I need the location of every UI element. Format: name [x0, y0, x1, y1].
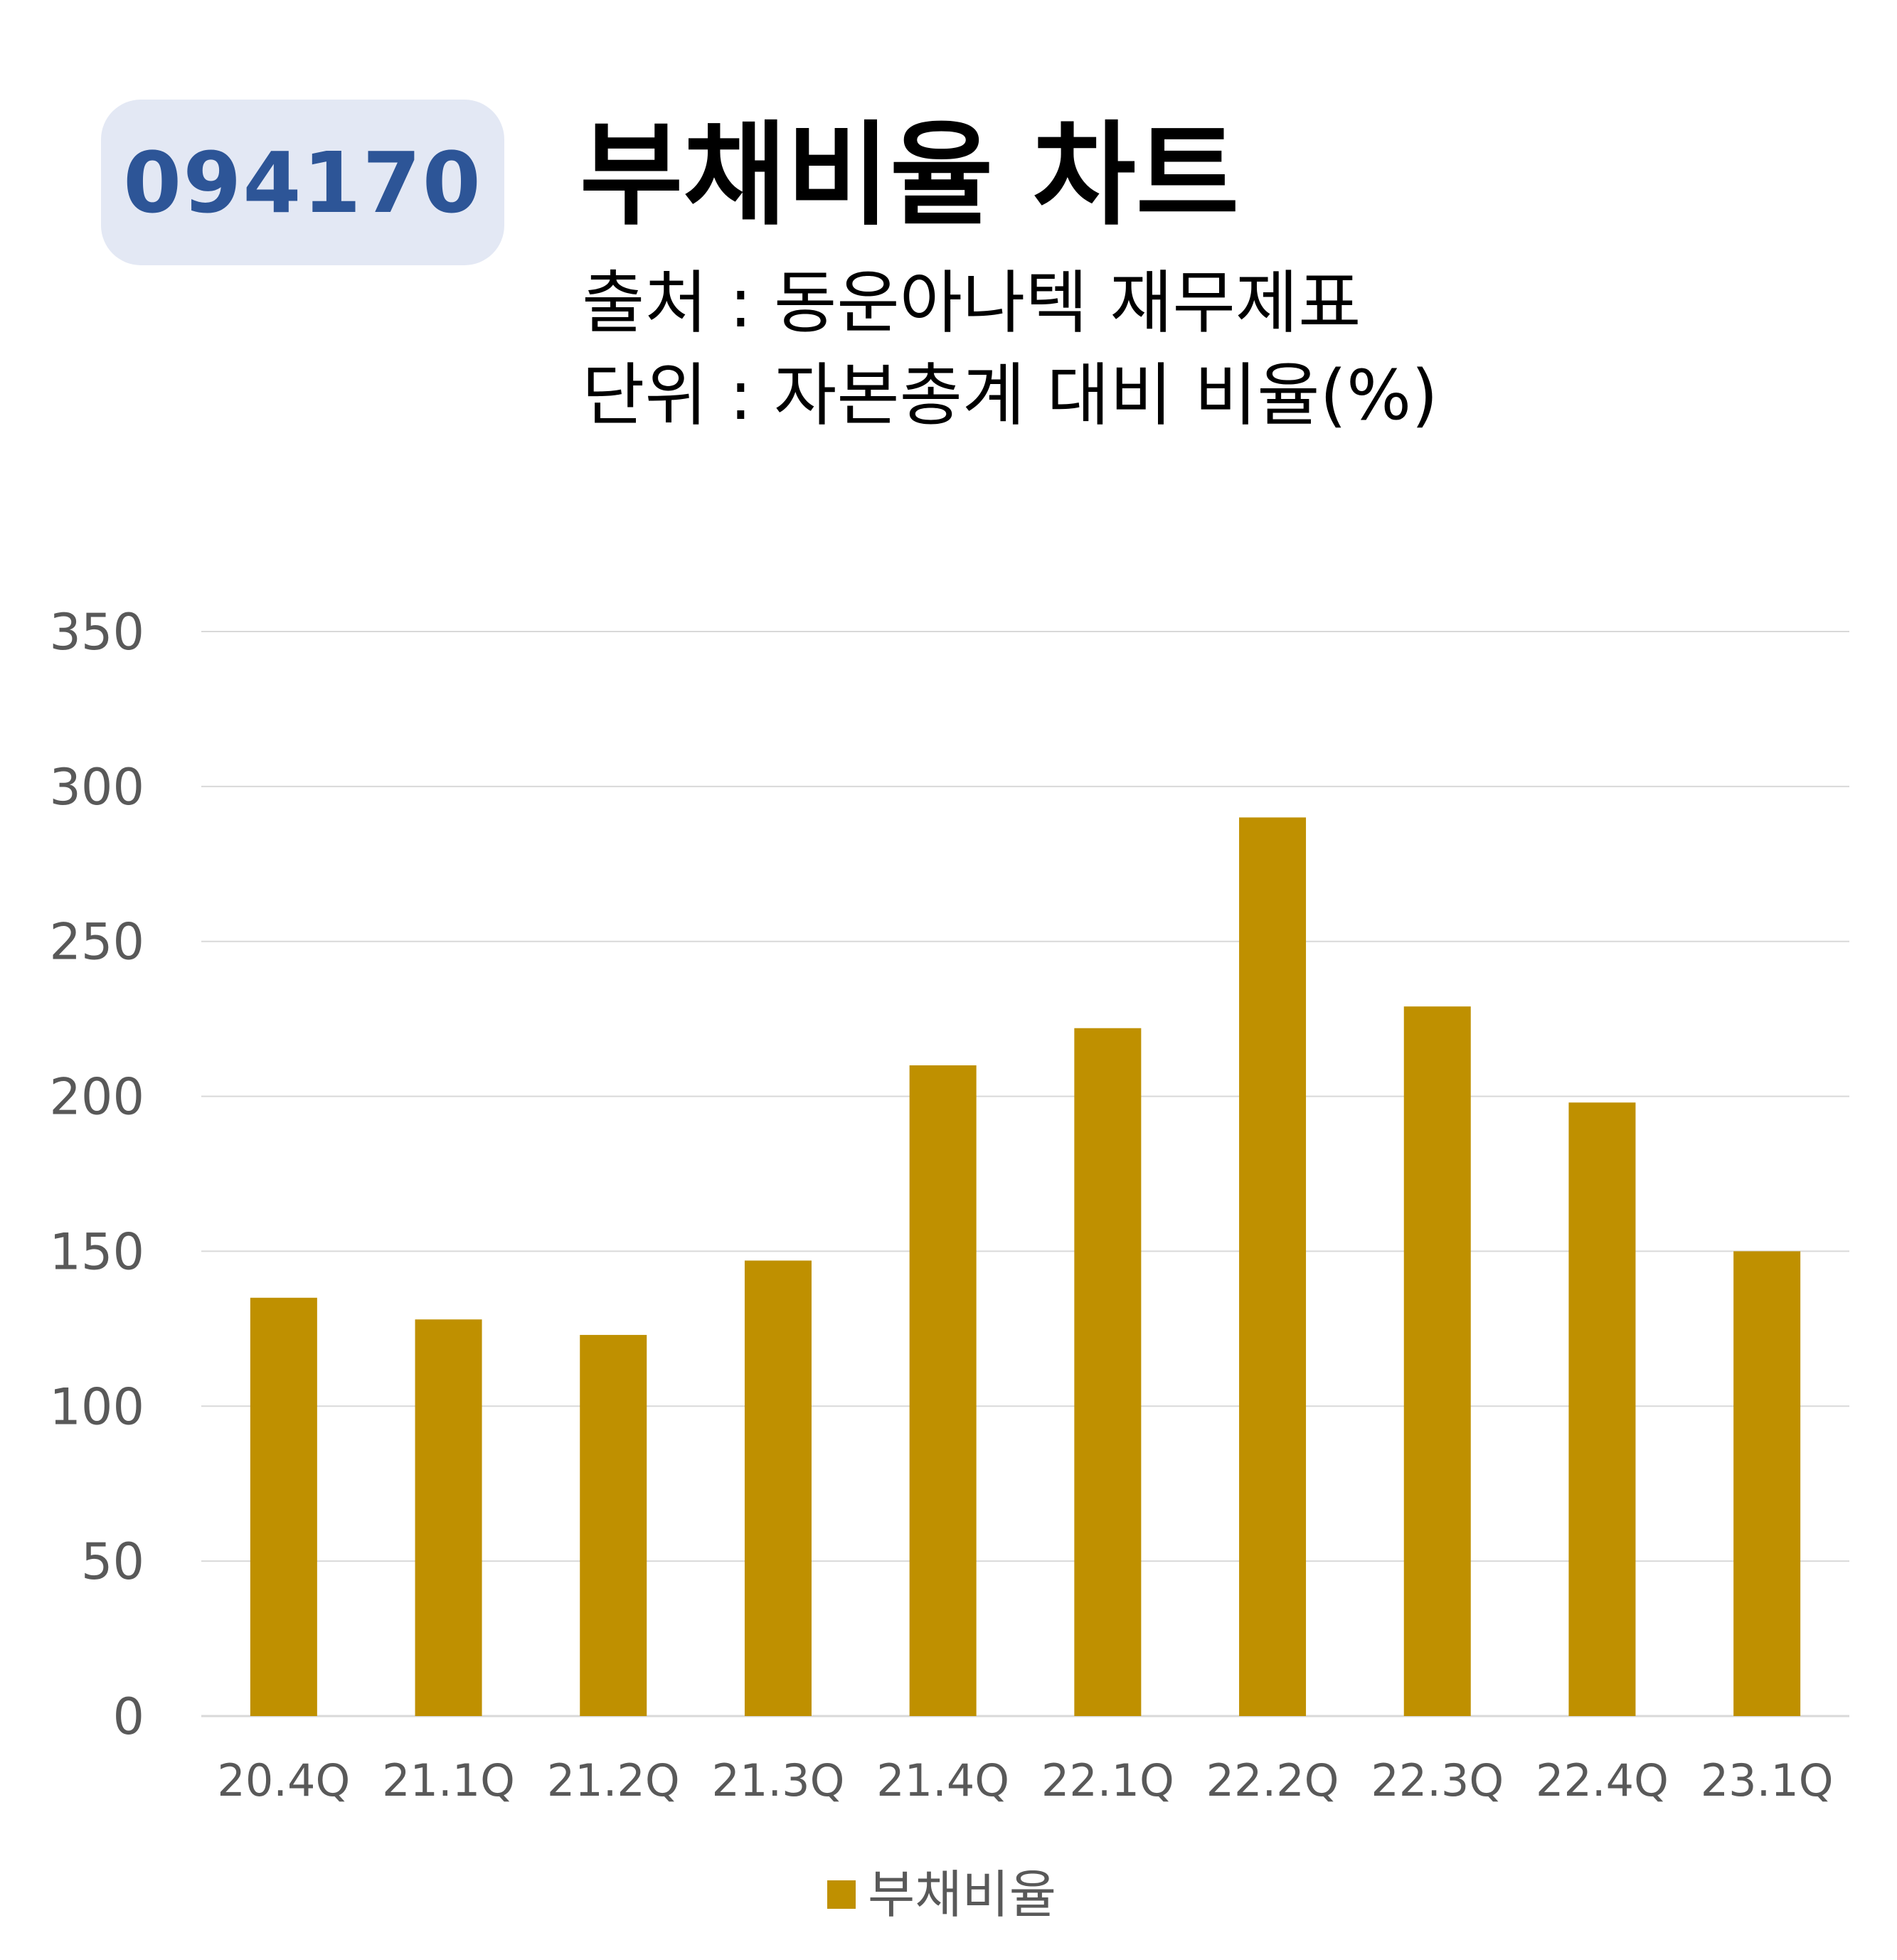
bar-21.1Q	[415, 1319, 482, 1716]
bar-21.2Q	[580, 1335, 647, 1716]
y-axis-ticks: 0 50 100 150 200 250 300 350	[49, 603, 144, 1746]
x-tick-label: 22.3Q	[1371, 1754, 1504, 1806]
x-tick-label: 23.1Q	[1701, 1754, 1834, 1806]
y-tick-label: 100	[49, 1378, 144, 1436]
stock-code-badge: 094170	[101, 100, 504, 265]
y-tick-label: 200	[49, 1068, 144, 1127]
y-tick-label: 250	[49, 913, 144, 971]
y-tick-label: 150	[49, 1223, 144, 1281]
bar-22.1Q	[1074, 1028, 1142, 1716]
bar-22.3Q	[1403, 1006, 1471, 1716]
y-tick-label: 0	[112, 1688, 144, 1746]
bar-21.4Q	[909, 1065, 977, 1716]
legend-label: 부채비율	[868, 1865, 1056, 1924]
x-tick-label: 20.4Q	[217, 1754, 350, 1806]
source-line: 출처 : 동운아나텍 재무제표	[582, 263, 1361, 343]
chart-title: 부채비율 차트	[580, 110, 1240, 241]
x-tick-label: 21.4Q	[876, 1754, 1009, 1806]
unit-line: 단위 : 자본총계 대비 비율(%)	[582, 356, 1438, 435]
legend: 부채비율	[827, 1865, 1056, 1924]
x-tick-label: 21.3Q	[712, 1754, 845, 1806]
x-tick-label: 22.2Q	[1206, 1754, 1339, 1806]
y-tick-label: 300	[49, 758, 144, 816]
bar-22.4Q	[1568, 1102, 1636, 1716]
y-tick-label: 50	[81, 1533, 144, 1591]
x-tick-label: 22.4Q	[1536, 1754, 1669, 1806]
x-axis-ticks: 20.4Q 21.1Q 21.2Q 21.3Q 21.4Q 22.1Q 22.2Q 22.3Q…	[217, 1754, 1833, 1806]
x-tick-label: 22.1Q	[1041, 1754, 1174, 1806]
bar-20.4Q	[250, 1297, 317, 1716]
x-tick-label: 21.1Q	[382, 1754, 515, 1806]
bar-23.1Q	[1733, 1251, 1801, 1716]
legend-swatch	[827, 1880, 856, 1909]
bar-21.3Q	[744, 1260, 812, 1716]
y-tick-label: 350	[49, 603, 144, 661]
bars	[250, 817, 1801, 1716]
bar-22.2Q	[1239, 817, 1307, 1716]
gridlines	[201, 631, 1849, 1717]
x-tick-label: 21.2Q	[547, 1754, 680, 1806]
